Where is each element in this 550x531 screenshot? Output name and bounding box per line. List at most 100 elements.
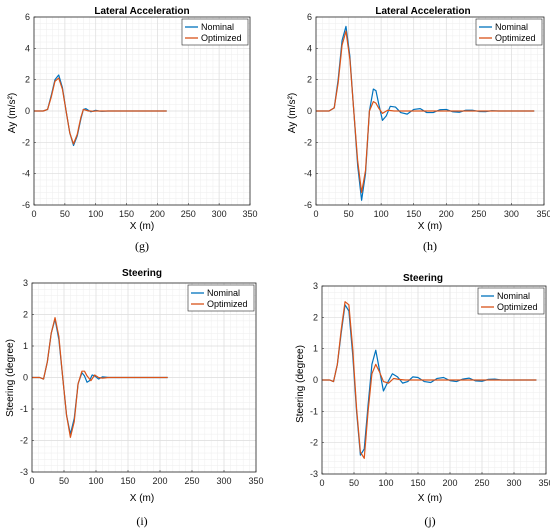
series-line-optimized-j: [322, 301, 537, 459]
x-tick-label: 350: [242, 209, 257, 219]
y-tick-label: -1: [20, 404, 28, 414]
x-axis-label-g: X (m): [130, 221, 154, 232]
panel-caption-i: (i): [136, 514, 147, 528]
x-tick-label: 250: [181, 209, 196, 219]
x-tick-label: 150: [119, 209, 134, 219]
y-tick-label: 2: [307, 75, 312, 85]
chart-panel-i: Steering 0 50 100 150 200 250 300 350 -3 -2 -1 0 1 2 3…: [5, 268, 264, 528]
y-tick-label: -1: [310, 406, 318, 416]
legend-label-optimized: Optimized: [207, 299, 248, 309]
y-tick-label: 1: [23, 341, 28, 351]
y-tick-label: 4: [307, 43, 312, 53]
plot-frame-i: [31, 282, 257, 473]
legend-label-optimized: Optimized: [201, 33, 242, 43]
x-tick-label: 0: [31, 209, 36, 219]
x-axis-label-i: X (m): [130, 493, 154, 504]
y-tick-label: 2: [25, 75, 30, 85]
x-tick-label: 200: [150, 209, 165, 219]
y-tick-label: 2: [23, 310, 28, 320]
x-tick-label: 350: [538, 478, 550, 488]
y-tick-label: 1: [313, 344, 318, 354]
x-tick-label: 0: [319, 478, 324, 488]
x-axis-label-j: X (m): [418, 493, 442, 504]
y-tick-label: 0: [25, 106, 30, 116]
chart-title-i: Steering: [122, 268, 162, 279]
y-axis-label-j: Steering (degree): [295, 345, 306, 423]
panel-caption-j: (j): [424, 514, 435, 528]
x-tick-label: 200: [442, 478, 457, 488]
legend-box: [477, 287, 545, 315]
y-tick-label: -4: [304, 169, 312, 179]
panel-caption-h: (h): [423, 239, 437, 253]
x-tick-label: 200: [439, 209, 454, 219]
y-tick-label: 4: [25, 43, 30, 53]
y-tick-label: -4: [22, 169, 30, 179]
x-tick-label: 300: [504, 209, 519, 219]
chart-title-j: Steering: [403, 273, 443, 284]
y-tick-label: 3: [313, 281, 318, 291]
x-tick-label: 150: [406, 209, 421, 219]
y-tick-label: 6: [307, 12, 312, 22]
x-tick-label: 50: [349, 478, 359, 488]
legend-label-nominal: Nominal: [495, 22, 528, 32]
x-tick-label: 50: [60, 209, 70, 219]
y-tick-label: -2: [20, 436, 28, 446]
y-tick-label: -6: [22, 200, 30, 210]
y-tick-label: -2: [22, 137, 30, 147]
chart-panel-h: Lateral Acceleration 0 50 100 150 200 250 300 3…: [287, 6, 550, 253]
x-tick-label: 100: [88, 209, 103, 219]
x-tick-label: 100: [378, 478, 393, 488]
x-tick-label: 300: [506, 478, 521, 488]
x-tick-label: 50: [344, 209, 354, 219]
x-tick-label: 150: [120, 476, 135, 486]
y-tick-label: -2: [304, 137, 312, 147]
x-tick-label: 350: [248, 476, 263, 486]
chart-panel-j: Steering 0 50 100 150 200 250 300 350 -3 -2 -1 0 1 2 3…: [295, 273, 550, 528]
y-axis-label-g: Ay (m/s²): [7, 93, 18, 133]
x-axis-label-h: X (m): [418, 221, 442, 232]
chart-title-g: Lateral Acceleration: [94, 6, 189, 17]
legend-label-nominal: Nominal: [497, 291, 530, 301]
legend-label-nominal: Nominal: [207, 288, 240, 298]
series-line-optimized-h: [316, 30, 535, 194]
legend-label-optimized: Optimized: [497, 302, 538, 312]
y-tick-label: -3: [20, 467, 28, 477]
y-tick-label: -2: [310, 438, 318, 448]
y-tick-label: 0: [307, 106, 312, 116]
plot-frame-g: [33, 16, 251, 206]
legend-box: [187, 284, 255, 312]
x-tick-label: 300: [212, 209, 227, 219]
y-tick-label: -6: [304, 200, 312, 210]
x-tick-label: 250: [474, 478, 489, 488]
y-tick-label: 3: [23, 278, 28, 288]
x-tick-label: 0: [313, 209, 318, 219]
x-tick-label: 150: [410, 478, 425, 488]
y-tick-label: 0: [313, 375, 318, 385]
y-tick-label: 6: [25, 12, 30, 22]
legend-label-optimized: Optimized: [495, 33, 536, 43]
y-tick-label: 2: [313, 312, 318, 322]
x-tick-label: 100: [88, 476, 103, 486]
legend-box: [475, 18, 543, 46]
plot-frame-h: [315, 16, 545, 206]
legend-label-nominal: Nominal: [201, 22, 234, 32]
chart-panel-g: Lateral Acceleration 0 50 100 150 200 250 300 3…: [7, 6, 258, 253]
chart-title-h: Lateral Acceleration: [375, 6, 470, 17]
x-tick-label: 350: [536, 209, 550, 219]
y-axis-label-i: Steering (degree): [5, 339, 16, 417]
panel-caption-g: (g): [135, 239, 149, 253]
series-line-optimized-i: [32, 317, 168, 438]
x-tick-label: 0: [29, 476, 34, 486]
y-tick-label: 0: [23, 373, 28, 383]
x-tick-label: 50: [59, 476, 69, 486]
y-tick-label: -3: [310, 469, 318, 479]
plot-frame-j: [321, 285, 547, 475]
x-tick-label: 250: [471, 209, 486, 219]
x-tick-label: 200: [152, 476, 167, 486]
legend-box: [181, 18, 249, 46]
